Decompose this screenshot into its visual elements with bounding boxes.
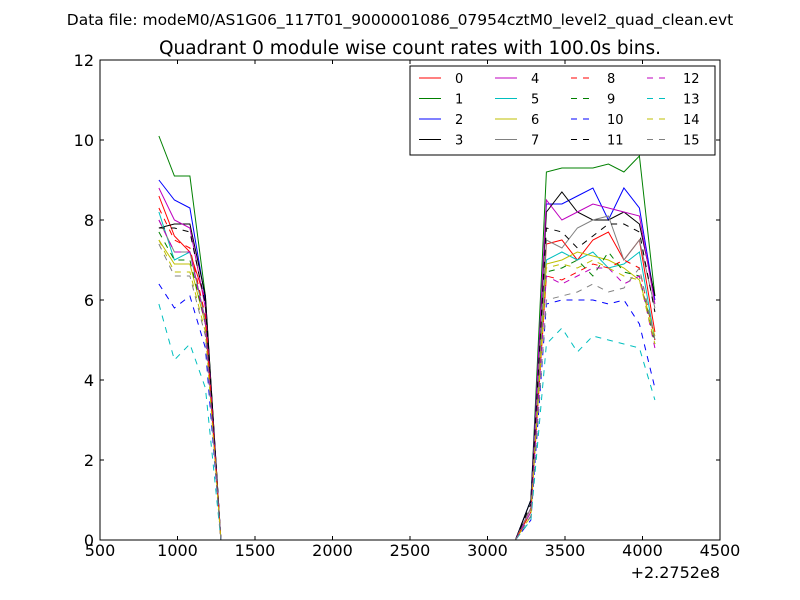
- x-tick-label: 2500: [390, 541, 431, 560]
- legend-label-2: 2: [455, 113, 463, 128]
- series-line-11: [158, 223, 656, 541]
- y-tick-label: 8: [84, 211, 94, 230]
- series-line-8: [158, 207, 656, 541]
- y-tick-label: 0: [84, 531, 94, 550]
- series-line-15: [158, 243, 656, 541]
- legend-label-6: 6: [531, 113, 539, 128]
- legend-label-13: 13: [683, 93, 700, 108]
- legend-label-15: 15: [683, 134, 700, 149]
- legend-label-14: 14: [683, 113, 700, 128]
- legend-label-3: 3: [455, 134, 463, 149]
- legend-label-9: 9: [607, 93, 615, 108]
- x-offset-label: +2.2752e8: [631, 563, 720, 582]
- legend-frame: [409, 65, 716, 156]
- series-layer: [158, 135, 656, 541]
- series-line-13: [158, 303, 656, 541]
- legend-label-4: 4: [531, 72, 539, 87]
- legend-label-0: 0: [455, 72, 463, 87]
- y-tick-label: 12: [74, 51, 94, 70]
- x-tick-label: 1500: [235, 541, 276, 560]
- y-tick-label: 10: [74, 131, 94, 150]
- legend-label-5: 5: [531, 93, 539, 108]
- chart-supertitle: Data file: modeM0/AS1G06_117T01_90000010…: [67, 11, 733, 30]
- y-tick-label: 4: [84, 371, 94, 390]
- tick-layer: 500 1000 1500 2000 2500 3000 3500 4000 4500 0 2 4 6 8…: [74, 51, 741, 560]
- x-tick-label: 3500: [545, 541, 586, 560]
- legend-label-8: 8: [607, 72, 615, 87]
- chart-title: Quadrant 0 module wise count rates with …: [159, 38, 661, 59]
- legend-label-10: 10: [607, 113, 624, 128]
- legend-label-11: 11: [607, 134, 624, 149]
- x-tick-label: 2000: [312, 541, 353, 560]
- y-tick-label: 6: [84, 291, 94, 310]
- x-tick-label: 500: [85, 541, 116, 560]
- series-line-1: [158, 135, 656, 541]
- legend-label-12: 12: [683, 72, 700, 87]
- y-tick-label: 2: [84, 451, 94, 470]
- x-tick-label: 4500: [700, 541, 741, 560]
- legend-label-1: 1: [455, 93, 463, 108]
- legend-label-7: 7: [531, 134, 539, 149]
- series-line-4: [158, 187, 656, 541]
- x-tick-label: 1000: [157, 541, 198, 560]
- x-tick-label: 3000: [467, 541, 508, 560]
- x-tick-label: 4000: [622, 541, 663, 560]
- series-line-14: [158, 239, 656, 541]
- series-line-12: [158, 219, 656, 541]
